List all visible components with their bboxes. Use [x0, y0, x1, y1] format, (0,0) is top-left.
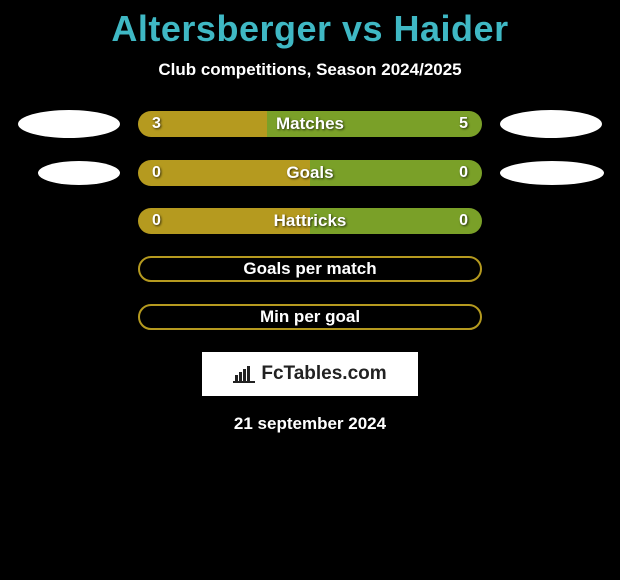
bars-chart-icon: [233, 365, 255, 383]
stat-row: 0 0 Goals: [0, 160, 620, 186]
stat-value-right: 5: [459, 115, 468, 133]
stat-row: 0 0 Hattricks: [0, 208, 620, 234]
logo-text: FcTables.com: [261, 363, 386, 385]
player-left-ellipse: [18, 110, 120, 138]
stat-bar: 3 5 Matches: [138, 111, 482, 137]
bar-left-fill: [138, 160, 310, 186]
summary-pill: Min per goal: [138, 304, 482, 330]
stat-value-right: 0: [459, 212, 468, 230]
stat-value-left: 0: [152, 212, 161, 230]
right-shape-slot: [482, 161, 592, 185]
summary-pill-label: Goals per match: [243, 259, 376, 279]
stat-row: 3 5 Matches: [0, 110, 620, 138]
stat-label: Hattricks: [274, 211, 347, 231]
stat-label: Matches: [276, 114, 344, 134]
summary-pills-group: Goals per match Min per goal: [0, 256, 620, 330]
snapshot-date: 21 september 2024: [0, 414, 620, 434]
stat-bars-group: 3 5 Matches 0 0 Goals 0 0 Hattricks: [0, 110, 620, 234]
page-subtitle: Club competitions, Season 2024/2025: [0, 60, 620, 80]
player-left-ellipse: [38, 161, 120, 185]
summary-pill: Goals per match: [138, 256, 482, 282]
stat-value-left: 0: [152, 164, 161, 182]
stat-value-left: 3: [152, 115, 161, 133]
player-right-ellipse: [500, 161, 604, 185]
stat-label: Goals: [286, 163, 333, 183]
stat-bar: 0 0 Goals: [138, 160, 482, 186]
player-right-ellipse: [500, 110, 602, 138]
stat-bar: 0 0 Hattricks: [138, 208, 482, 234]
right-shape-slot: [482, 110, 592, 138]
left-shape-slot: [28, 161, 138, 185]
comparison-infographic: Altersberger vs Haider Club competitions…: [0, 0, 620, 434]
source-logo: FcTables.com: [202, 352, 418, 396]
left-shape-slot: [28, 110, 138, 138]
bar-right-fill: [310, 160, 482, 186]
summary-pill-label: Min per goal: [260, 307, 360, 327]
stat-value-right: 0: [459, 164, 468, 182]
page-title: Altersberger vs Haider: [0, 8, 620, 50]
